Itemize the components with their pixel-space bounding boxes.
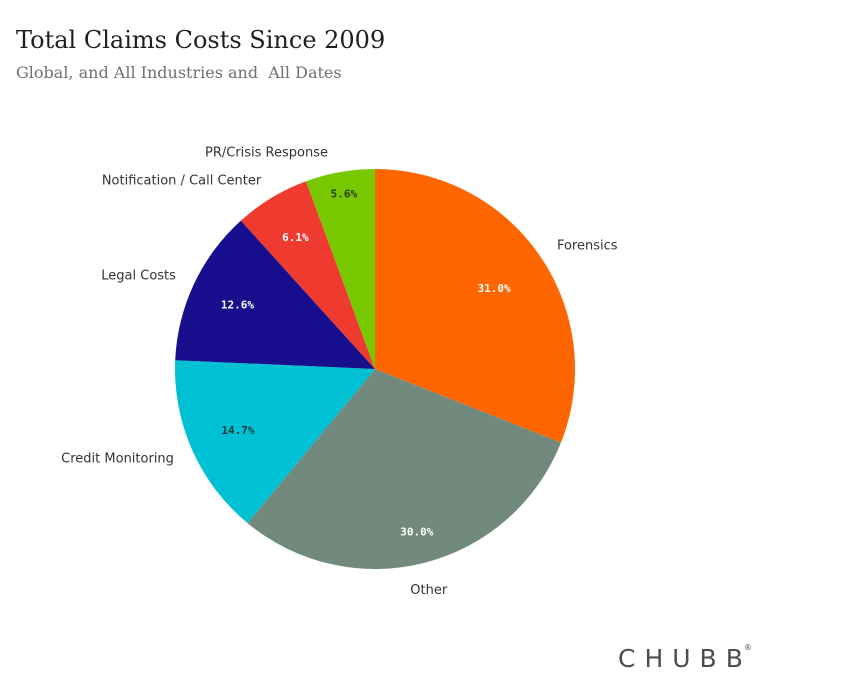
pie-slice-pr-crisis-response (306, 169, 375, 369)
pie-category-label-legal-costs: Legal Costs (101, 268, 176, 283)
pie-percent-labels: 31.0% 30.0% 14.7% 12.6% 6.1% 5.6% (221, 188, 511, 539)
pie-category-label-other: Other (410, 583, 448, 598)
pie-category-label-pr-crisis-response: PR/Crisis Response (205, 145, 328, 160)
pie-slice-notification-call-center (240, 181, 375, 369)
pie-category-label-notification-call-center: Notification / Call Center (102, 174, 262, 189)
pie-category-label-forensics: Forensics (557, 238, 618, 253)
pie-percent-label-credit-monitoring: 14.7% (221, 424, 254, 437)
pie-percent-label-notification-call-center: 6.1% (282, 231, 309, 244)
pie-percent-label-pr-crisis-response: 5.6% (331, 188, 358, 201)
pie-percent-label-other: 30.0% (400, 526, 433, 539)
pie-percent-label-forensics: 31.0% (478, 282, 511, 295)
pie-slice-forensics (375, 169, 575, 443)
chubb-logo: CHUBB® (618, 643, 752, 673)
pie-slices (175, 169, 575, 570)
pie-percent-label-legal-costs: 12.6% (221, 298, 254, 311)
pie-slice-credit-monitoring (175, 360, 375, 524)
chart-subtitle: Global, and All Industries and All Dates (16, 63, 342, 82)
pie-category-label-credit-monitoring: Credit Monitoring (61, 451, 174, 466)
pie-slice-other (247, 369, 561, 570)
pie-slice-legal-costs (175, 220, 375, 369)
chart-title: Total Claims Costs Since 2009 (16, 26, 386, 54)
pie-category-labels: Forensics Other Credit Monitoring Legal Cos… (61, 145, 618, 598)
